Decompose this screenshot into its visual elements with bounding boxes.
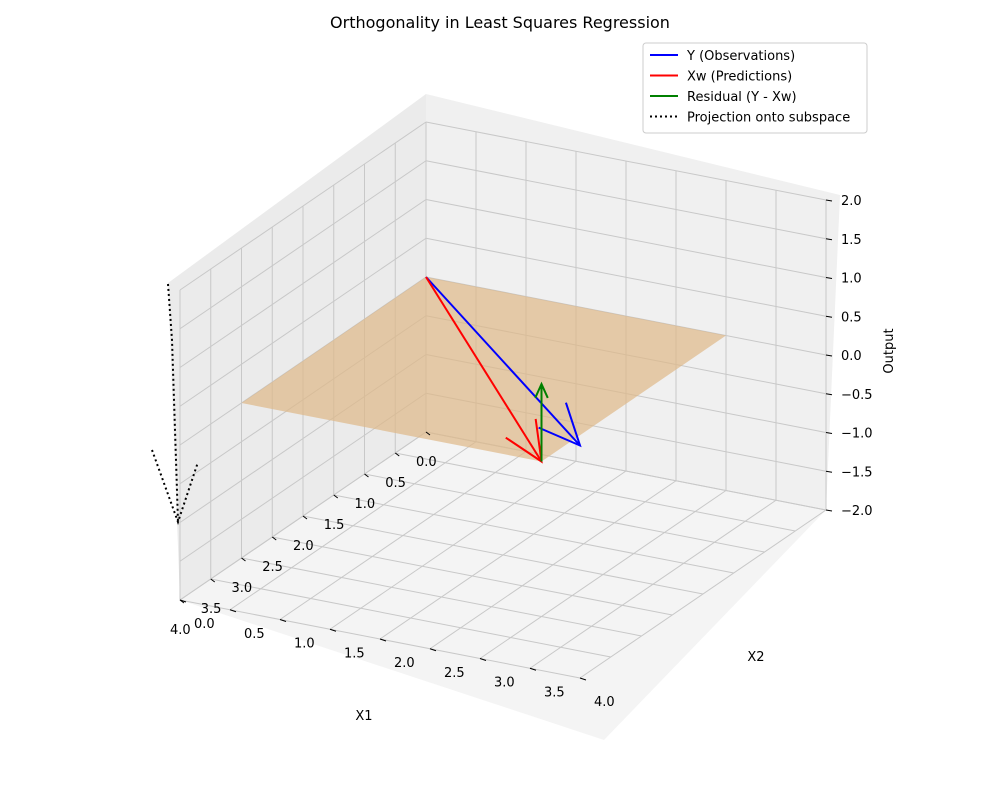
y-tick-label: 4.0 <box>594 695 615 710</box>
y-tick-mark <box>229 609 237 613</box>
y-tick-mark <box>329 628 337 632</box>
grid-line-wall-z <box>179 160 427 330</box>
grid-line-floor-x1 <box>210 578 611 658</box>
z-tick-label: −1.0 <box>841 427 873 442</box>
z-tick-label: 1.0 <box>841 272 862 287</box>
grid-line-floor-x2 <box>429 480 677 650</box>
grid-line-wall-z <box>179 237 427 407</box>
z-tick-mark <box>825 509 833 512</box>
x-tick-mark <box>364 473 369 478</box>
vector-shaft <box>425 276 543 463</box>
grid-line-floor-x2 <box>579 509 827 679</box>
projection-line-vertical <box>167 283 179 523</box>
vector-shaft <box>425 276 581 447</box>
y-tick-label: 0.0 <box>194 617 215 632</box>
vector-arrowhead <box>534 381 549 399</box>
y-tick-label: 0.5 <box>244 627 265 642</box>
y-tick-label: 3.5 <box>544 685 565 700</box>
z-tick-label: 2.0 <box>841 194 862 209</box>
vector-0 <box>425 276 582 448</box>
projection-line-v <box>151 449 199 526</box>
tick-labels: 0.00.51.01.52.02.53.03.54.0 0.00.51.01.52… <box>170 194 873 710</box>
z-tick-label: 1.5 <box>841 233 862 248</box>
floor-pane <box>180 432 826 740</box>
y-tick-mark <box>479 658 487 661</box>
grid-line-wall-z <box>179 121 427 291</box>
z-tick-label: −1.5 <box>841 465 873 480</box>
y-tick-mark <box>429 648 437 652</box>
x-tick-mark <box>394 452 400 457</box>
y-tick-label: 2.0 <box>394 656 415 671</box>
y-tick-label: 1.5 <box>344 646 365 661</box>
x-axis-label: X1 <box>355 709 372 724</box>
y-axis-label: X2 <box>747 650 764 665</box>
y-tick-mark <box>179 599 187 603</box>
grid-line-wall-z <box>425 160 827 240</box>
x-tick-mark <box>333 494 339 499</box>
grid-line-floor-x2 <box>379 470 627 640</box>
grid-line-wall-z <box>425 199 827 278</box>
z-axis-label: Output <box>882 328 897 373</box>
x-tick-label: 1.0 <box>355 497 376 512</box>
grid-line-wall-z <box>425 237 827 317</box>
x-tick-label: 2.5 <box>262 560 283 575</box>
x-tick-mark <box>271 536 277 541</box>
z-tick-label: 0.5 <box>841 310 862 325</box>
y-tick-label: 2.5 <box>444 666 465 681</box>
grid-line-floor-x1 <box>272 536 673 616</box>
legend-item-1: Xw (Predictions) <box>650 70 792 85</box>
grid-line-wall-z <box>425 121 827 201</box>
z-tick-mark <box>825 393 833 396</box>
grid-line-wall-z <box>179 199 427 368</box>
x-tick-label: 3.0 <box>232 581 253 596</box>
x-tick-mark <box>241 557 246 562</box>
z-tick-mark <box>825 199 833 202</box>
legend-item-0: Y (Observations) <box>650 49 795 64</box>
x-tick-mark <box>210 578 216 583</box>
z-tick-mark <box>825 354 833 357</box>
chart-title: Orthogonality in Least Squares Regressio… <box>330 13 670 32</box>
z-tick-label: −0.5 <box>841 388 873 403</box>
legend-item-2: Residual (Y - Xw) <box>650 90 797 105</box>
z-tick-mark <box>825 238 833 241</box>
legend-label: Residual (Y - Xw) <box>687 90 797 105</box>
legend-box <box>642 42 868 134</box>
legend-label: Y (Observations) <box>686 49 795 64</box>
y-tick-label: 3.0 <box>494 676 515 691</box>
y-tick-mark <box>379 638 387 642</box>
grid-line-floor-x2 <box>479 490 727 659</box>
x-tick-label: 3.5 <box>201 602 222 617</box>
grid-line-floor-x2 <box>529 499 777 669</box>
x-tick-label: 0.5 <box>385 476 406 491</box>
vector-2 <box>534 381 549 462</box>
z-tick-mark <box>825 277 833 279</box>
legend-label: Xw (Predictions) <box>687 70 792 85</box>
z-tick-mark <box>825 470 833 473</box>
vector-arrowhead <box>538 402 582 448</box>
y-tick-mark <box>279 619 287 622</box>
x-tick-label: 4.0 <box>170 623 191 638</box>
y-tick-mark <box>529 667 537 671</box>
x-tick-label: 0.0 <box>416 455 437 470</box>
legend: Y (Observations) Xw (Predictions) Residual… <box>642 42 868 134</box>
grid-line-floor-x1 <box>241 557 642 637</box>
x-tick-mark <box>425 431 431 436</box>
z-tick-label: −2.0 <box>841 504 873 519</box>
legend-label: Projection onto subspace <box>687 111 850 126</box>
x-tick-label: 1.5 <box>324 518 345 533</box>
z-tick-label: 0.0 <box>841 349 862 364</box>
z-tick-mark <box>825 315 833 318</box>
vectors <box>425 276 582 464</box>
back-pane-x1z <box>168 94 426 600</box>
projection-lines <box>151 283 199 526</box>
x-tick-label: 2.0 <box>293 539 314 554</box>
x-tick-mark <box>302 515 308 520</box>
y-tick-mark <box>579 677 587 681</box>
legend-item-3: Projection onto subspace <box>650 111 850 126</box>
z-tick-mark <box>825 432 833 434</box>
y-tick-label: 1.0 <box>294 637 315 652</box>
